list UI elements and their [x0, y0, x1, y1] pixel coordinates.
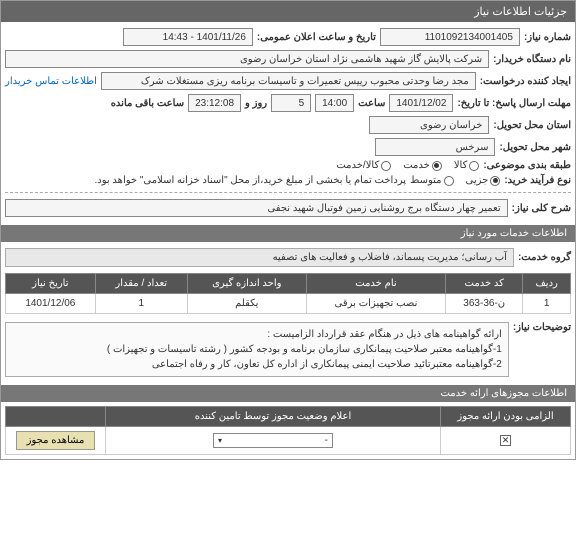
service-group-value: آب رسانی؛ مدیریت پسماند، فاضلاب و فعالیت…: [5, 248, 514, 267]
buyer-value: شرکت پالایش گاز شهید هاشمی نژاد استان خر…: [5, 50, 489, 68]
cell-name: نصب تجهیزات برقی: [306, 294, 445, 314]
service-group-label: گروه خدمت:: [518, 252, 571, 263]
panel-header: جزئیات اطلاعات نیاز: [1, 1, 575, 22]
province-value: خراسان رضوی: [369, 116, 489, 134]
view-permit-button[interactable]: مشاهده مجوز: [16, 431, 96, 450]
days-remaining: 5: [271, 94, 311, 112]
subject-value: تعمیر چهار دستگاه برج روشنایی زمین فوتبا…: [5, 199, 508, 217]
services-table: ردیف کد خدمت نام خدمت واحد اندازه گیری ت…: [5, 273, 571, 314]
desc-line-2: 2-گواهینامه معتبرتائید صلاحیت ایمنی پیما…: [12, 357, 502, 372]
permit-col-status: اعلام وضعیت مجوز توسط تامین کننده: [106, 407, 441, 427]
panel-title: جزئیات اطلاعات نیاز: [474, 6, 567, 18]
cell-qty: 1: [95, 294, 187, 314]
city-value: سرخس: [375, 138, 495, 156]
subject-label: شرح کلی نیاز:: [512, 203, 571, 214]
process-radio-group: جزیی متوسط: [410, 175, 500, 186]
status-select[interactable]: - ▾: [213, 433, 333, 448]
details-panel: جزئیات اطلاعات نیاز شماره نیاز: 11010921…: [0, 0, 576, 460]
permit-col-mandatory: الزامی بودن ارائه مجوز: [441, 407, 571, 427]
table-row: 1 ن-36-363 نصب تجهیزات برقی یکقلم 1 1401…: [6, 294, 571, 314]
deadline-date: 1401/12/02: [389, 94, 453, 112]
province-label: استان محل تحویل:: [493, 120, 571, 131]
classify-service[interactable]: خدمت: [403, 160, 442, 171]
table-header-row: ردیف کد خدمت نام خدمت واحد اندازه گیری ت…: [6, 274, 571, 294]
cell-unit: یکقلم: [187, 294, 306, 314]
time-label-1: ساعت: [358, 98, 385, 109]
classify-both[interactable]: کالا/خدمت: [336, 160, 391, 171]
permit-row: - ▾ مشاهده مجوز: [6, 427, 571, 455]
col-unit: واحد اندازه گیری: [187, 274, 306, 294]
countdown: 23:12:08: [188, 94, 241, 112]
buyer-label: نام دستگاه خریدار:: [493, 54, 571, 65]
desc-line-0: ارائه گواهینامه های ذیل در هنگام عقد قرا…: [12, 327, 502, 342]
process-partial[interactable]: جزیی: [466, 175, 501, 186]
need-desc-label: توضیحات نیاز:: [513, 322, 571, 333]
requester-label: ایجاد کننده درخواست:: [480, 76, 571, 87]
requester-value: مجد رضا وحدتی محبوب رییس تعمیرات و تاسیس…: [101, 72, 476, 90]
permit-action-cell: مشاهده مجوز: [6, 427, 106, 455]
services-subheader: اطلاعات خدمات مورد نیاز: [1, 225, 575, 242]
countdown-label: ساعت باقی مانده: [111, 98, 184, 109]
classify-goods[interactable]: کالا: [454, 160, 480, 171]
permit-mandatory-cell: [441, 427, 571, 455]
need-no-value: 1101092134001405: [380, 28, 520, 46]
process-label: نوع فرآیند خرید:: [504, 175, 571, 186]
col-qty: تعداد / مقدار: [95, 274, 187, 294]
announce-value: 1401/11/26 - 14:43: [123, 28, 253, 46]
col-name: نام خدمت: [306, 274, 445, 294]
need-no-label: شماره نیاز:: [524, 32, 571, 43]
permits-table: الزامی بودن ارائه مجوز اعلام وضعیت مجوز …: [5, 406, 571, 455]
process-note: پرداخت تمام یا بخشی از مبلغ خرید،از محل …: [94, 175, 406, 186]
deadline-time: 14:00: [315, 94, 354, 112]
contact-link[interactable]: اطلاعات تماس خریدار: [5, 76, 97, 87]
permits-subheader: اطلاعات مجوزهای ارائه خدمت: [1, 385, 575, 402]
col-row: ردیف: [523, 274, 571, 294]
deadline-label: مهلت ارسال پاسخ: تا تاریخ:: [457, 98, 571, 109]
col-code: کد خدمت: [446, 274, 523, 294]
cell-row: 1: [523, 294, 571, 314]
days-label: روز و: [245, 98, 267, 109]
info-section: شماره نیاز: 1101092134001405 تاریخ و ساع…: [1, 22, 575, 223]
permit-col-action: [6, 407, 106, 427]
announce-label: تاریخ و ساعت اعلان عمومی:: [257, 32, 376, 43]
need-desc-box: ارائه گواهینامه های ذیل در هنگام عقد قرا…: [5, 322, 509, 377]
permit-status-cell: - ▾: [106, 427, 441, 455]
desc-line-1: 1-گواهینامه معتبر صلاحیت پیمانکاری سازما…: [12, 342, 502, 357]
col-date: تاریخ نیاز: [6, 274, 96, 294]
classify-label: طبقه بندی موضوعی:: [483, 160, 571, 171]
divider-1: [5, 192, 571, 193]
classify-radio-group: کالا خدمت کالا/خدمت: [336, 160, 479, 171]
chevron-down-icon: ▾: [218, 436, 222, 445]
city-label: شهر محل تحویل:: [499, 142, 571, 153]
cell-date: 1401/12/06: [6, 294, 96, 314]
status-select-value: -: [325, 435, 328, 446]
process-medium[interactable]: متوسط: [410, 175, 453, 186]
cell-code: ن-36-363: [446, 294, 523, 314]
mandatory-checkbox[interactable]: [500, 435, 511, 446]
